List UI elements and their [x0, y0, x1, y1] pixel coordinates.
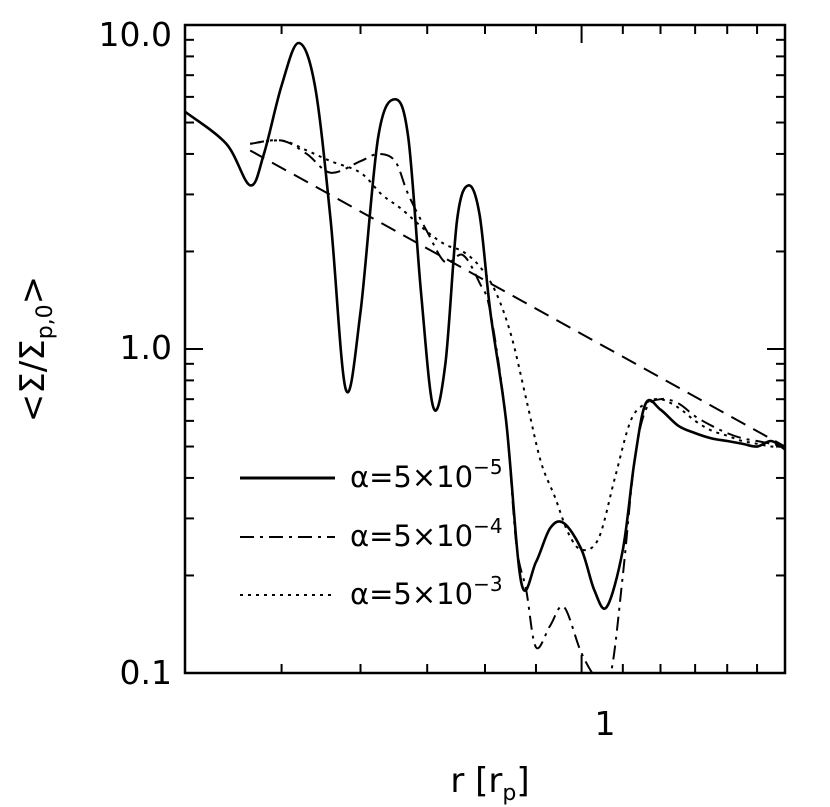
x-tick-label-1: 1: [595, 704, 616, 743]
y-tick-label-10.0: 10.0: [99, 15, 172, 54]
series-line-solid: [186, 41, 784, 610]
y-tick-label-1.0: 1.0: [120, 328, 172, 367]
legend-label-dash-dot: α=5×10−4: [350, 514, 503, 553]
legend-label-solid: α=5×10−5: [350, 455, 503, 494]
x-tick-labels: 1: [595, 704, 616, 743]
x-axis-label: r [rp]: [450, 761, 529, 806]
legend-entry-solid: α=5×10−5: [240, 455, 503, 494]
major-ticks: [185, 24, 785, 674]
legend: α=5×10−5 α=5×10−4 α=5×10−3: [240, 455, 503, 611]
legend-entry-dash-dot: α=5×10−4: [240, 514, 503, 553]
series-layer: [186, 41, 784, 672]
minor-ticks: [184, 25, 786, 673]
legend-label-dotted: α=5×10−3: [350, 572, 503, 611]
series-line-dotted: [250, 139, 784, 552]
y-tick-label-0.1: 0.1: [120, 653, 172, 692]
plot-area: [183, 23, 787, 675]
series-line-dash-dot: [250, 139, 784, 672]
y-tick-labels: 0.1 1.0 10.0: [99, 15, 172, 692]
legend-entry-dotted: α=5×10−3: [240, 572, 503, 611]
series-line-dashed: [249, 149, 784, 448]
y-axis-label: <Σ/Σp,0>: [13, 276, 58, 422]
